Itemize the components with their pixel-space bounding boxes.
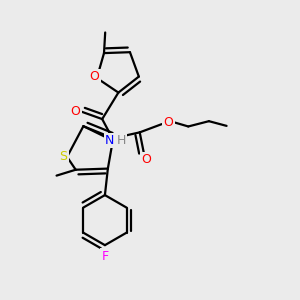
Text: F: F: [101, 250, 109, 263]
Text: O: O: [142, 153, 152, 166]
Text: O: O: [70, 105, 80, 118]
Text: H: H: [117, 134, 126, 147]
Text: N: N: [105, 134, 114, 147]
Text: S: S: [59, 150, 68, 163]
Text: O: O: [90, 70, 99, 83]
Text: O: O: [163, 116, 173, 129]
